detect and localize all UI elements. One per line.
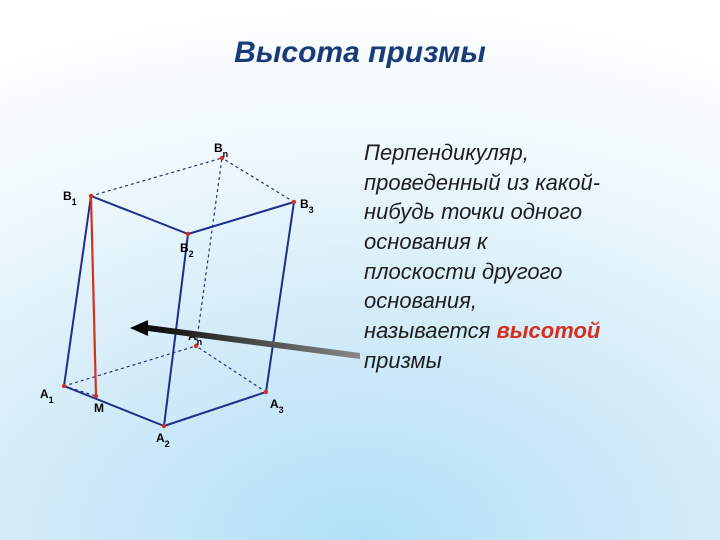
svg-text:M: M [94,401,104,415]
desc-line-6: основания, [364,288,477,313]
desc-line-8: призмы [364,348,442,373]
definition-text: Перпендикуляр, проведенный из какой- ниб… [364,138,684,376]
svg-text:A1: A1 [40,387,54,405]
desc-line-4: основания к [364,229,487,254]
svg-text:B1: B1 [63,189,77,207]
svg-text:B2: B2 [180,241,194,259]
svg-text:A2: A2 [156,431,170,449]
svg-text:A3: A3 [270,397,284,415]
page-title: Высота призмы [0,36,720,70]
desc-line-3: нибудь точки одного [364,199,582,224]
svg-text:B3: B3 [300,197,314,215]
prism-diagram: B1B2B3BnA1A2A3AnM [36,128,336,458]
desc-line-1: Перпендикуляр, [364,140,529,165]
desc-line-5: плоскости другого [364,259,562,284]
desc-line-2: проведенный из какой- [364,170,600,195]
desc-highlight: высотой [496,318,600,343]
desc-line-7a: называется [364,318,496,343]
